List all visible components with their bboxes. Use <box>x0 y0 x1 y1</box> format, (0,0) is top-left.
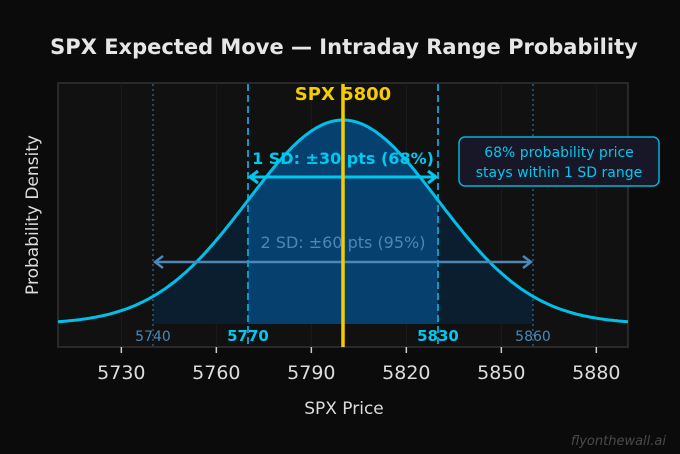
y-axis-label: Probability Density <box>23 135 43 295</box>
x-tick-label: 5880 <box>572 362 620 384</box>
two-sd-low-label: 5740 <box>135 329 171 345</box>
x-tick-label: 5850 <box>477 362 525 384</box>
one-sd-high-label: 5830 <box>417 327 459 345</box>
one-sd-arrow-head-right <box>427 169 439 185</box>
x-tick-label: 5730 <box>97 362 145 384</box>
watermark: flyonthewall.ai <box>571 434 667 449</box>
x-tick-label: 5820 <box>382 362 430 384</box>
two-sd-label: 2 SD: ±60 pts (95%) <box>261 233 426 252</box>
x-tick-label: 5790 <box>287 362 335 384</box>
center-label: SPX 5800 <box>295 84 391 105</box>
two-sd-high-label: 5860 <box>515 329 551 345</box>
x-axis-label: SPX Price <box>304 399 384 419</box>
one-sd-arrow-head-left <box>247 169 259 185</box>
two-sd-arrow-head-left <box>152 255 164 269</box>
annotation-line2: stays within 1 SD range <box>476 165 643 181</box>
annotation-line1: 68% probability price <box>484 145 634 161</box>
annotation-box: 68% probability price stays within 1 SD … <box>458 136 660 187</box>
two-sd-arrow-head-right <box>522 255 534 269</box>
chart-title: SPX Expected Move — Intraday Range Proba… <box>50 35 638 59</box>
x-tick-label: 5760 <box>192 362 240 384</box>
one-sd-low-label: 5770 <box>227 327 269 345</box>
one-sd-label: 1 SD: ±30 pts (68%) <box>252 149 434 168</box>
